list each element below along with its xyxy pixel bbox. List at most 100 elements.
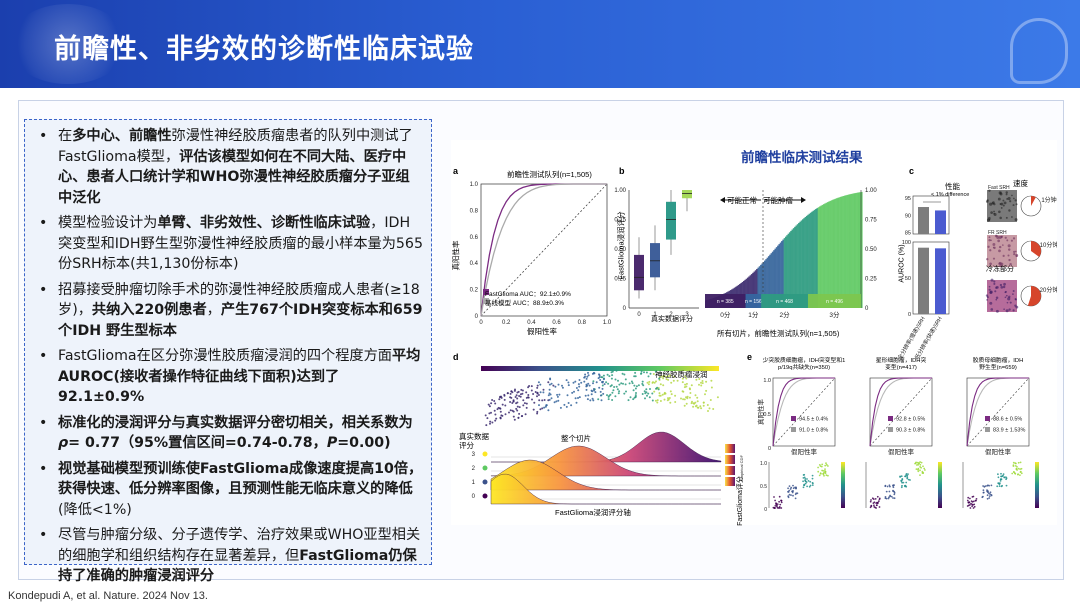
scatter-e-point	[899, 476, 901, 478]
density-scatter-point	[513, 418, 516, 421]
scatter-e-point	[873, 504, 875, 507]
scatter-e-point	[824, 464, 827, 467]
density-scatter-point	[543, 399, 546, 401]
roc-e-ytick: 1.0	[763, 378, 771, 384]
density-ridge	[491, 431, 722, 463]
roc-a-xtick: 1.0	[603, 320, 612, 326]
scatter-e-point	[1014, 472, 1017, 475]
density-scatter-point	[527, 396, 530, 399]
density-scatter-point	[583, 380, 586, 383]
scatter-e-point	[988, 484, 990, 487]
density-scatter-point	[611, 391, 614, 394]
density-scatter-point	[651, 392, 654, 395]
density-level-label: 3	[472, 452, 476, 458]
speed-thumb-texture	[1007, 196, 1011, 201]
density-scatter-point	[709, 399, 712, 401]
citation: Kondepudi A, et al. Nature. 2024 Nov 13.	[8, 590, 208, 602]
density-scatter-point	[498, 398, 501, 401]
box-b-xtick: 0	[637, 312, 641, 318]
density-scatter-point	[655, 380, 657, 383]
roc-e-xlabel: 假阳性率	[888, 447, 915, 456]
speed-thumb-texture	[989, 202, 993, 206]
density-scatter-point	[511, 402, 514, 404]
scatter-e-point	[825, 474, 828, 477]
density-scatter-point	[547, 381, 550, 384]
scatter-e-point	[907, 473, 909, 475]
scatter-e-point	[869, 500, 872, 503]
density-scatter-point	[683, 404, 686, 407]
sorted-b-bar	[808, 213, 811, 308]
scatter-e-point	[971, 505, 973, 508]
roc-e-fast-swatch	[985, 416, 990, 421]
roc-a-diagonal	[480, 183, 608, 317]
speed-thumb-texture	[1012, 309, 1015, 312]
sorted-b-bar	[854, 193, 857, 308]
density-scatter-point	[571, 391, 574, 394]
scatter-e-point	[900, 480, 903, 483]
sorted-b-bar	[838, 197, 841, 308]
scatter-e-point	[776, 505, 778, 508]
perf-ylabel: AUROC (%)	[898, 244, 906, 283]
roc-e-base-swatch	[888, 427, 893, 432]
density-scatter-point	[609, 385, 612, 388]
density-scatter-point	[660, 375, 663, 378]
speed-thumb-texture	[1014, 250, 1017, 253]
density-scatter-point	[654, 399, 657, 402]
scatter-e-point	[975, 498, 978, 500]
speed-thumb-texture	[1004, 290, 1007, 293]
density-scatter-point	[646, 381, 649, 384]
figure-main-title: 前瞻性临床测试结果	[741, 150, 863, 165]
box-b-ytick: 0.25	[614, 277, 626, 283]
density-scatter-point	[618, 383, 621, 386]
density-colorbar	[481, 366, 719, 371]
density-cdf-strip	[725, 444, 735, 453]
scatter-e-point	[787, 490, 789, 493]
density-scatter-point	[612, 389, 615, 392]
scatter-e-point	[982, 485, 984, 487]
density-scatter-point	[680, 397, 682, 400]
density-scatter-point	[600, 376, 603, 379]
density-scatter-point	[598, 373, 600, 376]
density-scatter-point	[669, 374, 672, 377]
density-scatter-point	[493, 400, 496, 402]
sorted-b-bar	[837, 197, 840, 308]
speed-thumb-texture	[993, 280, 996, 283]
density-scatter-point	[610, 371, 613, 374]
density-scatter-point	[696, 396, 699, 399]
bullet-text: 平均AUROC(接收者操作特征曲线下面积)达到了92.1±0.9%	[58, 348, 421, 405]
density-scatter-point	[525, 406, 528, 409]
roc-e-base-auc: 90.3 ± 0.8%	[896, 428, 925, 434]
density-scatter-point	[550, 397, 553, 400]
speed-thumb-texture	[993, 210, 995, 213]
sorted-b-xlabel: 所有切片，前瞻性测试队列(n=1,505)	[717, 329, 840, 338]
density-scatter-point	[525, 402, 528, 405]
density-scatter-point	[653, 381, 656, 384]
roc-e-fast-curve	[869, 377, 932, 447]
scatter-e-point	[1019, 468, 1021, 470]
sorted-b-bar	[799, 221, 801, 308]
sorted-b-bar	[861, 191, 863, 308]
scatter-e-point	[919, 469, 921, 472]
scatter-e-point	[874, 498, 877, 500]
sorted-b-ytick: 0	[865, 306, 869, 312]
perf-bottom-axes	[912, 241, 950, 315]
density-scatter-point	[500, 396, 503, 399]
scatter-e-point	[873, 506, 876, 508]
density-scatter-point	[516, 401, 519, 404]
density-scatter-point	[681, 381, 684, 384]
density-scatter-point	[601, 387, 604, 390]
scatter-e-point	[892, 497, 894, 499]
density-scatter-point	[512, 400, 515, 403]
density-scatter-point	[587, 382, 590, 385]
density-scatter-point	[692, 402, 695, 405]
density-scatter-point	[621, 372, 624, 375]
scatter-e-point	[923, 467, 926, 470]
sorted-b-bar	[845, 195, 847, 308]
density-scatter-point	[515, 407, 518, 410]
speed-thumb-texture	[996, 235, 998, 237]
speed-thumb-texture	[989, 249, 992, 252]
bullet-text: 招募接受肿瘤切除手术的弥漫性神经胶质瘤成人患者(≥18岁)，	[58, 281, 420, 319]
density-level-label: 0	[472, 494, 476, 500]
density-scatter-point	[669, 390, 672, 393]
density-scatter-point	[624, 378, 627, 381]
